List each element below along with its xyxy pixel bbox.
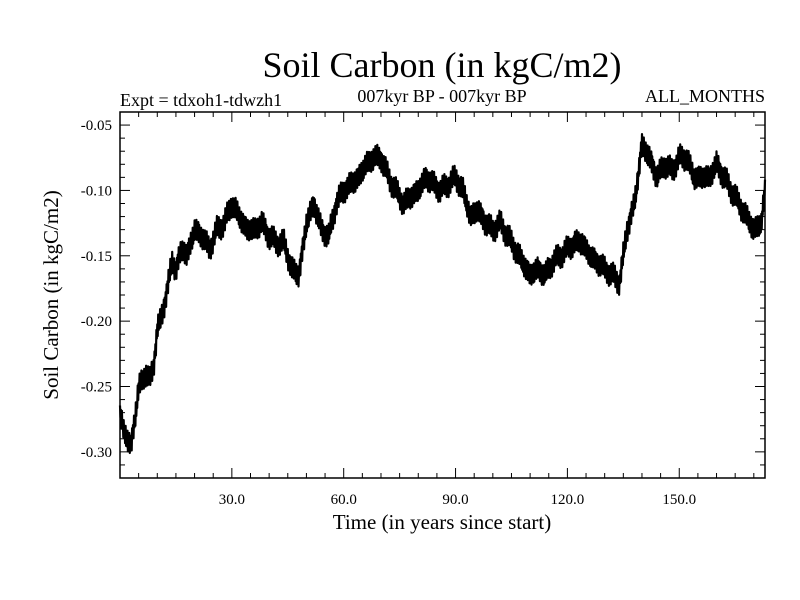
- y-tick-label: -0.25: [81, 380, 112, 396]
- experiment-label: Expt = tdxoh1-tdwzh1: [120, 90, 282, 110]
- plot-area: 30.0 60.0 90.0 120.0 150.0 -0.05 -0.10 -0.15 -0.…: [81, 111, 767, 508]
- x-tick-label: 30.0: [219, 492, 245, 508]
- x-tick-label: 120.0: [551, 492, 585, 508]
- x-axis-label: Time (in years since start): [333, 510, 552, 534]
- y-tick-label: -0.10: [81, 183, 112, 199]
- y-tick-label: -0.20: [81, 314, 112, 330]
- y-tick-label: -0.15: [81, 249, 112, 265]
- x-tick-label: 90.0: [442, 492, 468, 508]
- y-tick-label: -0.05: [81, 118, 112, 134]
- x-tick-label: 150.0: [662, 492, 696, 508]
- y-tick-label: -0.30: [81, 445, 112, 461]
- tick-labels: 30.0 60.0 90.0 120.0 150.0 -0.05 -0.10 -0.15 -0.…: [81, 118, 696, 508]
- y-axis-label: Soil Carbon (in kgC/m2): [39, 190, 63, 399]
- axis-ticks: [120, 111, 765, 479]
- chart-title: Soil Carbon (in kgC/m2): [263, 45, 622, 85]
- soil-carbon-series-line: [118, 133, 767, 455]
- months-label: ALL_MONTHS: [645, 86, 765, 106]
- period-label: 007kyr BP - 007kyr BP: [357, 86, 526, 106]
- x-tick-label: 60.0: [331, 492, 357, 508]
